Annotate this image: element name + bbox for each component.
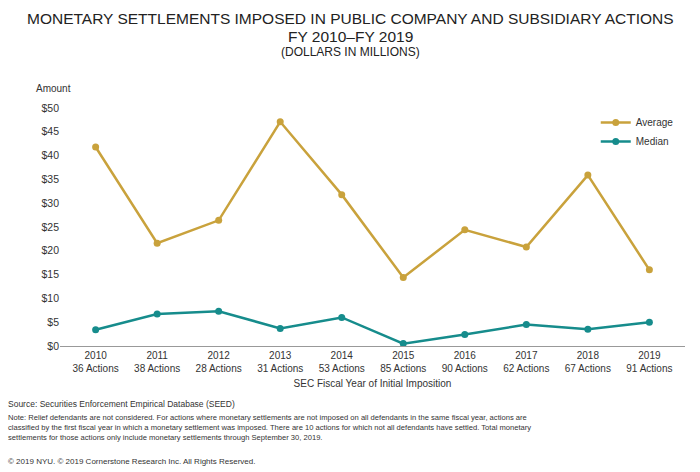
svg-text:Source: Securities Enforcement: Source: Securities Enforcement Empirical…	[8, 399, 235, 409]
svg-text:$20: $20	[41, 244, 59, 256]
svg-text:201331 Actions: 201331 Actions	[257, 350, 303, 374]
svg-text:$10: $10	[41, 292, 59, 304]
svg-text:© 2019 NYU. © 2019 Cornerstone: © 2019 NYU. © 2019 Cornerstone Research …	[8, 457, 255, 466]
svg-text:201867 Actions: 201867 Actions	[565, 350, 611, 374]
svg-text:$35: $35	[41, 173, 59, 185]
svg-text:FY 2010–FY 2019: FY 2010–FY 2019	[288, 28, 413, 45]
svg-text:201453 Actions: 201453 Actions	[319, 350, 365, 374]
svg-text:201138 Actions: 201138 Actions	[134, 350, 180, 374]
svg-text:$45: $45	[41, 125, 59, 137]
svg-text:$30: $30	[41, 197, 59, 209]
svg-text:Average: Average	[636, 117, 674, 128]
svg-text:201228 Actions: 201228 Actions	[196, 350, 242, 374]
svg-text:$40: $40	[41, 149, 59, 161]
svg-text:$25: $25	[41, 221, 59, 233]
svg-text:201762 Actions: 201762 Actions	[503, 350, 549, 374]
svg-text:Amount: Amount	[36, 83, 71, 94]
svg-text:Median: Median	[636, 136, 669, 147]
svg-text:$50: $50	[41, 102, 59, 114]
svg-text:201585 Actions: 201585 Actions	[380, 350, 426, 374]
svg-text:MONETARY SETTLEMENTS IMPOSED I: MONETARY SETTLEMENTS IMPOSED IN PUBLIC C…	[27, 10, 674, 27]
svg-text:(DOLLARS IN MILLIONS): (DOLLARS IN MILLIONS)	[281, 45, 420, 59]
svg-text:201991 Actions: 201991 Actions	[626, 350, 672, 374]
svg-text:$0: $0	[47, 340, 59, 352]
svg-text:Note: Relief defendants are no: Note: Relief defendants are not consider…	[8, 413, 531, 442]
svg-text:$15: $15	[41, 268, 59, 280]
svg-text:SEC Fiscal Year of Initial Imp: SEC Fiscal Year of Initial Imposition	[294, 378, 452, 389]
svg-text:201036 Actions: 201036 Actions	[73, 350, 119, 374]
svg-text:201690 Actions: 201690 Actions	[442, 350, 488, 374]
svg-text:$5: $5	[47, 316, 59, 328]
